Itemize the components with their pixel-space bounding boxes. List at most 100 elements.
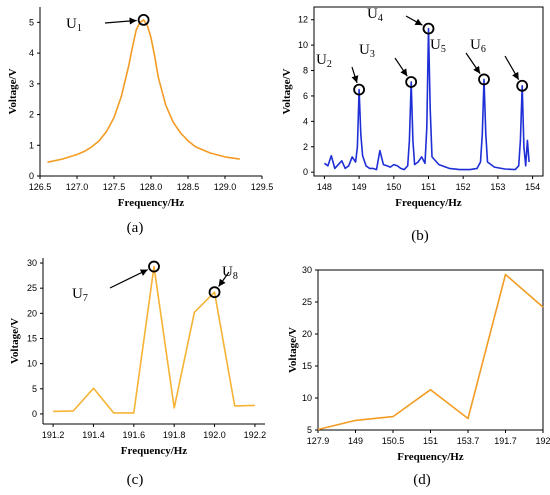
arrowhead: [129, 17, 137, 25]
x-tick-label: 126.5: [29, 182, 52, 192]
y-tick-label: 20: [302, 329, 312, 339]
chart-b: 148 149 150 151 152 153 154 0 2 4 6 8 10 12 Frequency/…: [281, 6, 544, 244]
y-tick-label: 6: [303, 91, 308, 101]
y-tick-label: 30: [27, 258, 37, 268]
y-tick-label: 4: [29, 48, 34, 58]
y-axis-label: Voltage/V: [281, 68, 293, 114]
annotation-label-base: U: [359, 42, 370, 58]
x-tick-label: 150: [386, 182, 401, 192]
x-tick-label: 151: [423, 436, 438, 446]
x-tick-label: 154: [525, 182, 540, 192]
annotation-label-base: U: [367, 6, 378, 22]
arrowhead: [473, 65, 481, 74]
y-tick-label: 0: [32, 409, 37, 419]
y-tick-label: 4: [303, 116, 308, 126]
series-line: [47, 19, 240, 163]
annotation-label-subscript: 2: [327, 59, 332, 70]
y-tick-label: 20: [27, 308, 37, 318]
x-tick-label: 127.5: [103, 182, 126, 192]
annotation-label: U6: [470, 37, 486, 55]
peak-marker-circle: [516, 79, 529, 92]
x-axis-label: Frequency/Hz: [121, 445, 188, 457]
peak-marker-circle: [478, 73, 490, 86]
x-axis-label: Frequency/Hz: [395, 197, 462, 209]
y-tick-label: 5: [307, 425, 312, 435]
x-axis-label: Frequency/Hz: [118, 197, 185, 209]
y-tick-label: 15: [302, 361, 312, 371]
x-tick-label: 128.5: [177, 182, 200, 192]
x-tick-label: 191.7: [494, 436, 517, 446]
subfigure-caption: (d): [413, 472, 431, 488]
y-tick-label: 2: [29, 110, 34, 120]
x-tick-label: 151: [421, 182, 436, 192]
annotation-label-subscript: 1: [77, 23, 82, 34]
annotation-label-subscript: 6: [481, 44, 486, 55]
series-line: [53, 265, 255, 414]
x-tick-label: 153.7: [457, 436, 480, 446]
series-line: [323, 27, 530, 171]
y-tick-label: 3: [29, 79, 34, 89]
annotation-label-base: U: [66, 16, 77, 32]
annotation-label-subscript: 8: [233, 271, 238, 282]
y-axis-label: Voltage/V: [9, 318, 21, 364]
annotation-label-subscript: 4: [378, 13, 383, 24]
arrowhead: [414, 18, 423, 26]
y-tick-label: 25: [302, 297, 312, 307]
subfigure-caption: (c): [127, 472, 144, 488]
y-tick-label: 2: [303, 142, 308, 152]
y-tick-label: 0: [29, 171, 34, 181]
peak-marker-circle: [353, 83, 366, 96]
peak-marker-circle: [208, 286, 221, 299]
plot-frame: [317, 269, 544, 431]
y-tick-label: 1: [29, 140, 34, 150]
x-tick-label: 192: [535, 436, 550, 446]
annotation-label-subscript: 5: [441, 44, 446, 55]
x-tick-label: 150.5: [382, 436, 405, 446]
y-tick-label: 15: [27, 333, 37, 343]
x-tick-label: 192.0: [203, 430, 226, 440]
annotation-label-base: U: [72, 286, 83, 302]
x-tick-label: 191.6: [123, 430, 146, 440]
y-tick-label: 12: [298, 15, 308, 25]
annotation-label-base: U: [470, 37, 481, 53]
x-tick-label: 148: [317, 182, 332, 192]
subfigure-caption: (a): [127, 220, 144, 236]
y-tick-label: 10: [27, 359, 37, 369]
chart-c: 191.2 191.4 191.6 191.8 192.0 192.2 0 5 10 15 20 25…: [9, 258, 266, 488]
y-tick-label: 10: [298, 40, 308, 50]
chart-d: 127.9 149 150.5 151 153.7 191.7 192 5 10 15 20 25 30…: [287, 265, 550, 488]
x-axis-label: Frequency/Hz: [397, 451, 464, 463]
peak-marker-circle: [422, 22, 435, 35]
x-tick-label: 127.0: [66, 182, 89, 192]
y-axis-label: Voltage/V: [287, 327, 299, 373]
x-tick-label: 149: [348, 436, 363, 446]
y-tick-label: 30: [302, 265, 312, 275]
arrowhead: [139, 269, 148, 276]
x-tick-label: 129.0: [214, 182, 237, 192]
annotation-label: U3: [359, 42, 375, 60]
arrowhead: [351, 75, 359, 83]
x-tick-label: 191.2: [42, 430, 65, 440]
x-tick-label: 153: [490, 182, 505, 192]
annotation-label: U4: [367, 6, 383, 24]
y-tick-label: 25: [27, 283, 37, 293]
peak-marker-circle: [405, 76, 418, 88]
y-axis-label: Voltage/V: [7, 68, 19, 114]
x-tick-label: 149: [352, 182, 367, 192]
peak-marker-circle: [137, 14, 150, 26]
annotation-label: U8: [222, 264, 238, 282]
y-tick-label: 0: [303, 167, 308, 177]
x-tick-label: 127.9: [307, 436, 330, 446]
annotation-label: U1: [66, 16, 82, 34]
x-tick-label: 192.2: [244, 430, 267, 440]
y-tick-label: 10: [302, 393, 312, 403]
y-tick-label: 8: [303, 66, 308, 76]
annotation-label-base: U: [316, 52, 327, 68]
subfigure-caption: (b): [411, 228, 429, 244]
series-line: [317, 273, 544, 431]
peak-marker-circle: [148, 260, 160, 273]
arrowhead: [218, 278, 226, 287]
annotation-label: U7: [72, 286, 88, 304]
chart-a: 126.5 127.0 127.5 128.0 128.5 129.0 129.5 0 1 2 3 4…: [7, 7, 273, 236]
